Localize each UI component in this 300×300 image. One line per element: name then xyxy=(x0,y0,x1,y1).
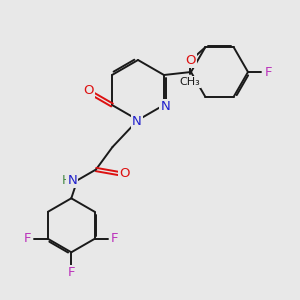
Text: O: O xyxy=(185,54,196,67)
Text: F: F xyxy=(264,65,272,79)
Text: N: N xyxy=(132,115,142,128)
Text: O: O xyxy=(119,167,129,180)
Text: N: N xyxy=(68,174,77,187)
Text: F: F xyxy=(68,266,75,279)
Text: O: O xyxy=(84,84,94,97)
Text: F: F xyxy=(24,232,32,245)
Text: N: N xyxy=(160,100,170,113)
Text: H: H xyxy=(62,174,71,187)
Text: CH₃: CH₃ xyxy=(180,77,201,87)
Text: F: F xyxy=(111,232,118,245)
